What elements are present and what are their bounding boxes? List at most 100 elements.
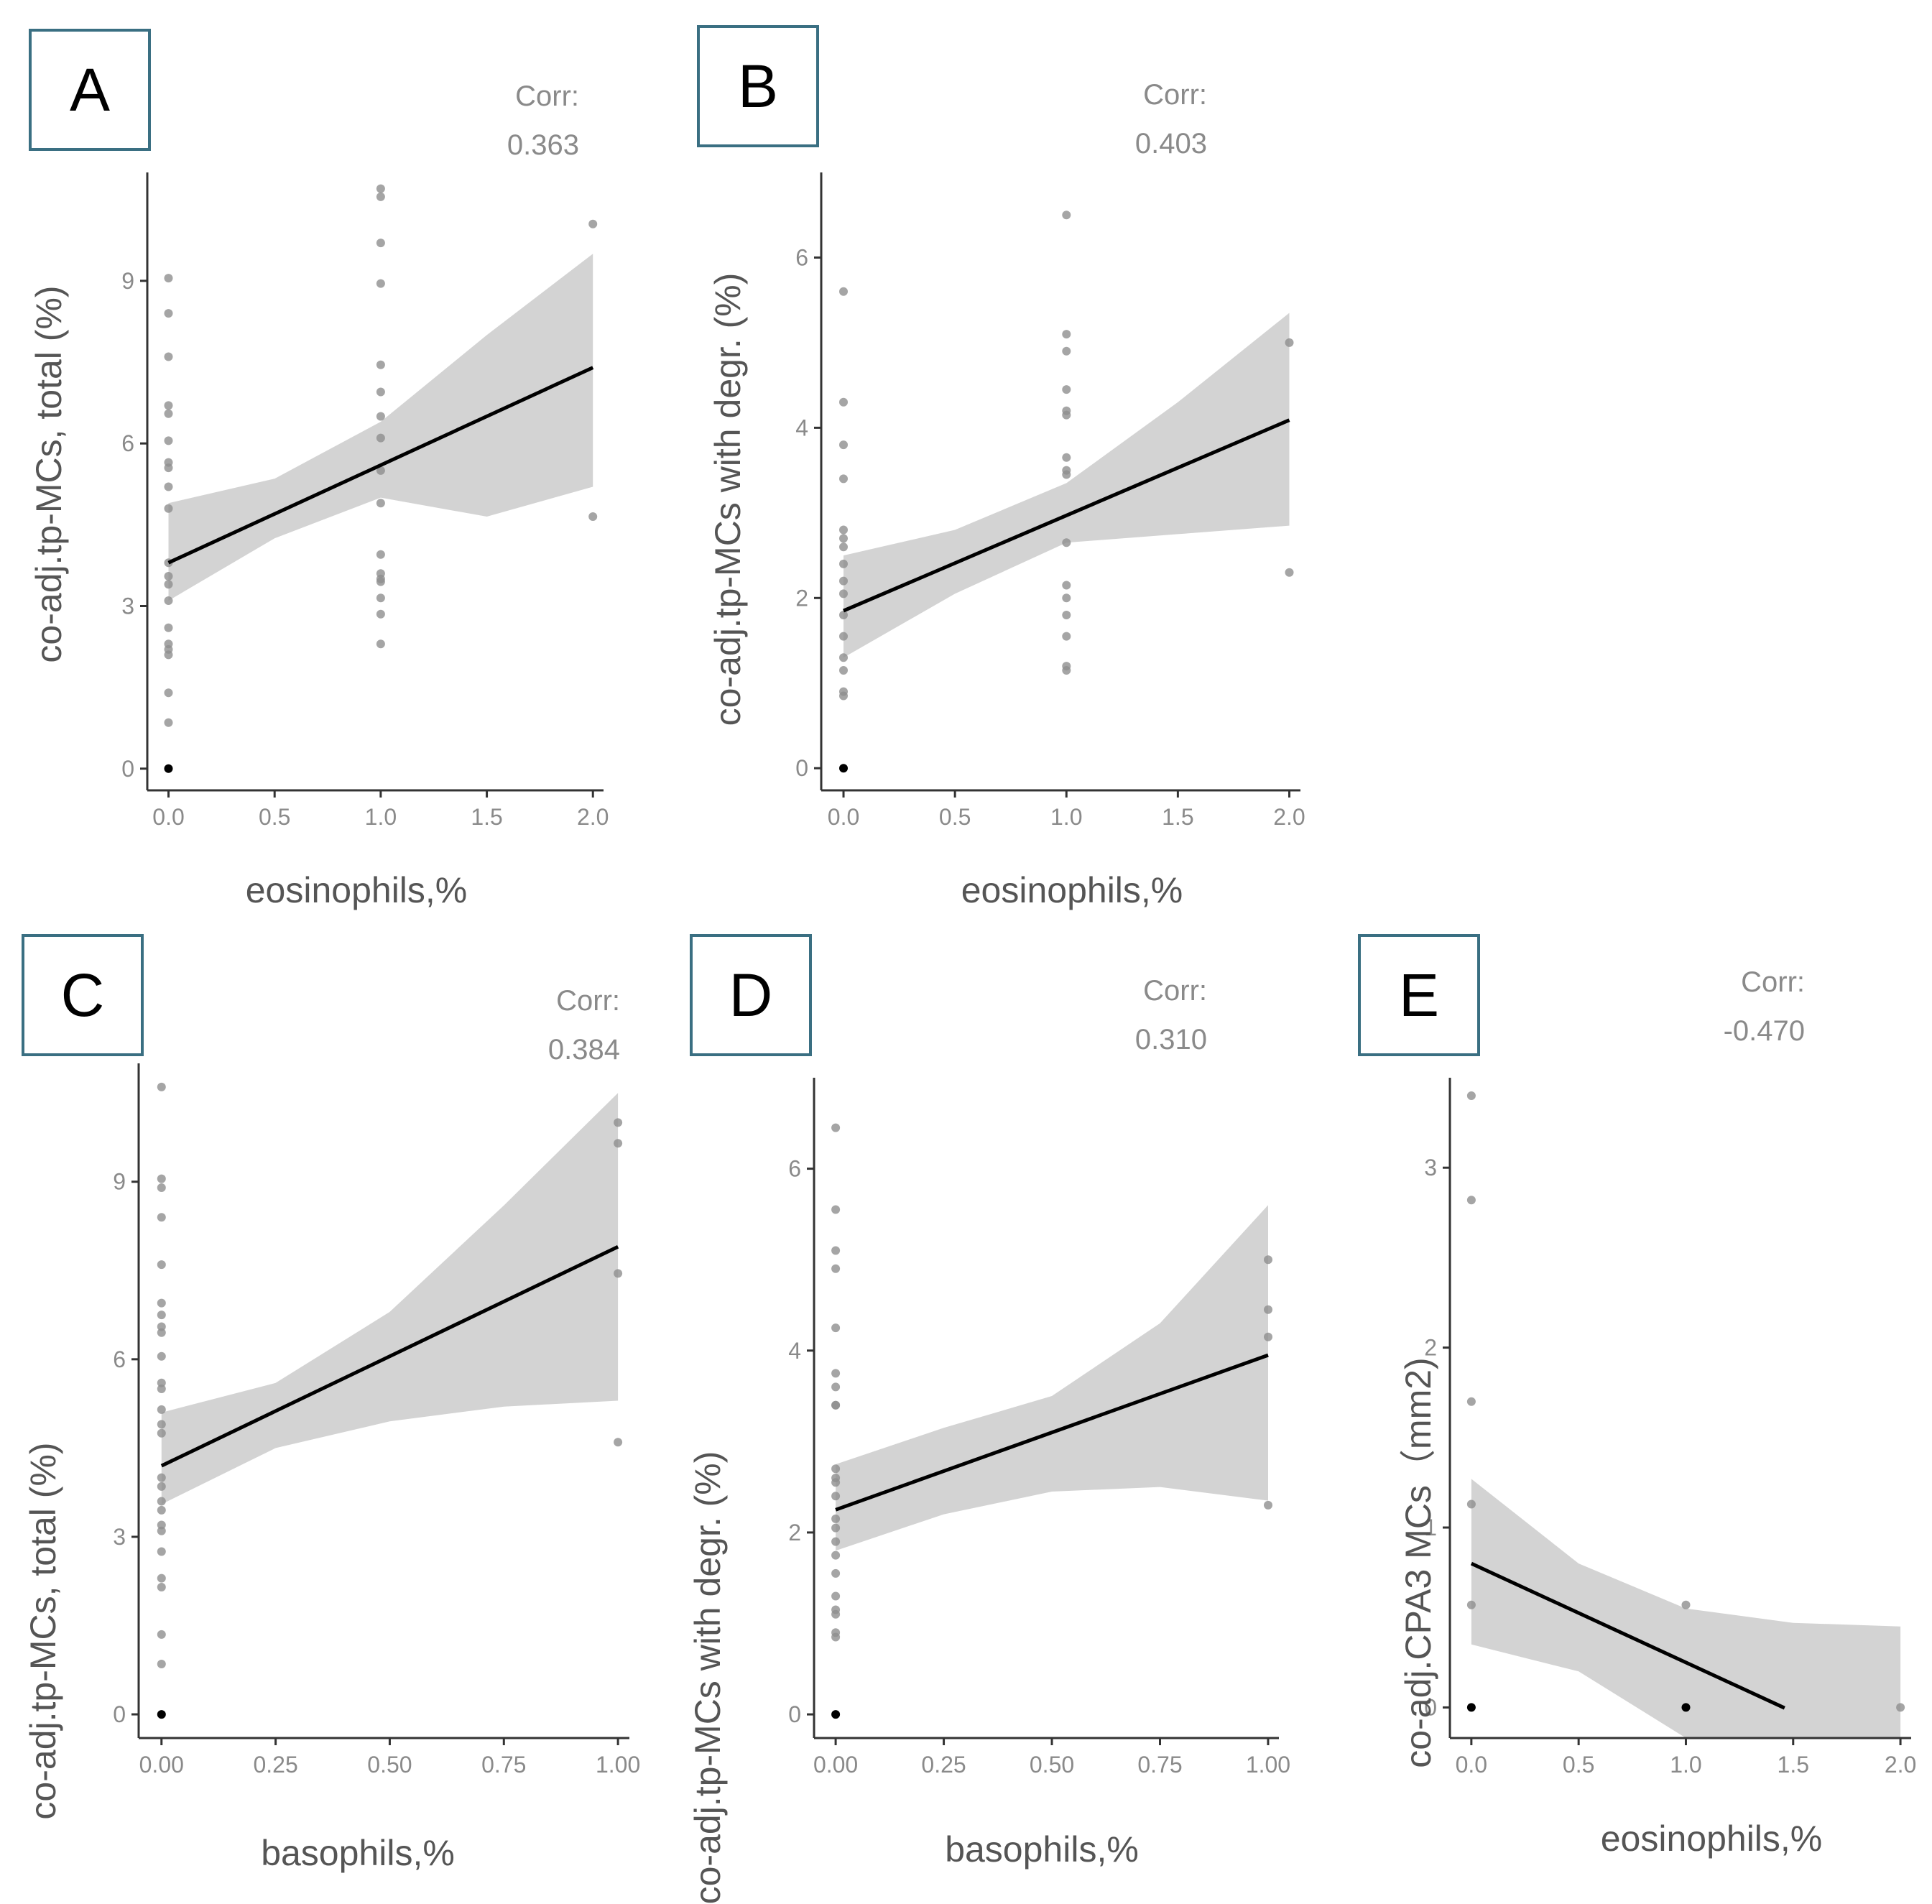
panel-a-x-tick-label: 0.5 bbox=[259, 804, 290, 830]
panel-a-data-point bbox=[376, 184, 385, 193]
panel-e-data-point bbox=[1681, 1703, 1691, 1712]
panel-e-y-tick-label: 1 bbox=[1424, 1515, 1437, 1540]
panel-b-y-axis-label: co-adj.tp-MCs with degr. (%) bbox=[708, 272, 748, 726]
panel-e-data-point bbox=[1466, 1196, 1476, 1205]
panel-d-plot: 0 2 4 6 0.00 0.25 0.50 0.75 1.00 bbox=[788, 1078, 1290, 1778]
panel-e-corr-value: -0.470 bbox=[1723, 1015, 1805, 1047]
panel-b-data-point bbox=[1062, 453, 1071, 462]
panel-d-data-point bbox=[831, 1523, 841, 1533]
panel-e-data-point bbox=[1681, 1600, 1691, 1609]
panel-b-data-point bbox=[839, 691, 848, 701]
panel-c-letter-box: C bbox=[22, 934, 144, 1056]
panel-c-data-point bbox=[157, 1583, 166, 1591]
panel-c-plot: 0 3 6 9 0.00 0.25 0.50 0.75 1.00 bbox=[113, 1063, 640, 1778]
panel-c-data-point bbox=[157, 1710, 166, 1719]
panel-a-data-point bbox=[164, 401, 173, 410]
panel-c-data-point bbox=[157, 1322, 166, 1331]
panel-a-data-point bbox=[164, 580, 173, 589]
panel-b-data-point bbox=[839, 287, 848, 296]
panel-b-data-point bbox=[1062, 581, 1071, 590]
panel-b-x-tick-label: 0.5 bbox=[939, 804, 971, 830]
panel-c-corr-value: 0.384 bbox=[547, 1034, 620, 1066]
panel-d-y-tick-label: 0 bbox=[788, 1701, 801, 1727]
panel-b-data-point bbox=[1285, 338, 1294, 347]
panel-a-data-point bbox=[164, 718, 173, 727]
panel-a-data-point bbox=[376, 499, 385, 508]
panel-a-data-point bbox=[164, 309, 173, 318]
panel-d-regression-line bbox=[835, 1353, 1269, 1512]
panel-a-data-point bbox=[376, 192, 385, 201]
panel-d-data-point bbox=[831, 1514, 841, 1523]
panel-c-corr: Corr: 0.384 bbox=[462, 976, 620, 1074]
panel-a-y-tick-label: 6 bbox=[121, 430, 134, 456]
panel-c-x-axis-label: basophils,% bbox=[261, 1833, 455, 1873]
panel-b-data-point bbox=[1062, 410, 1071, 420]
panel-a-data-point bbox=[164, 409, 173, 418]
panel-a-data-point bbox=[588, 219, 598, 228]
panel-d-x-tick-label: 0.00 bbox=[813, 1752, 858, 1778]
panel-e-data-point bbox=[1466, 1703, 1476, 1712]
panel-c-data-point bbox=[157, 1378, 166, 1387]
panel-b-x-tick-label: 1.0 bbox=[1050, 804, 1082, 830]
panel-e-y-tick-label: 3 bbox=[1424, 1155, 1437, 1180]
panel-b-data-point bbox=[839, 611, 848, 619]
panel-a-data-point bbox=[164, 764, 173, 773]
panel-a-y-axis-label: co-adj.tp-MCs, total (%) bbox=[29, 285, 69, 663]
panel-a-data-point bbox=[164, 482, 173, 491]
panel-d-data-point bbox=[831, 1492, 841, 1501]
panel-c-data-point bbox=[157, 1428, 166, 1438]
panel-b-data-point bbox=[839, 474, 848, 484]
panel-c-data-point bbox=[157, 1420, 166, 1429]
panel-a-x-axis-label: eosinophils,% bbox=[245, 870, 468, 910]
panel-a-regression-line bbox=[167, 366, 594, 565]
panel-b-letter-box: B bbox=[697, 25, 819, 147]
panel-b-x-tick-label: 2.0 bbox=[1273, 804, 1305, 830]
panel-c-data-point bbox=[157, 1497, 166, 1506]
panel-c-x-tick-label: 0.50 bbox=[367, 1752, 412, 1778]
panel-a-data-point bbox=[376, 360, 385, 369]
panel-c-data-point bbox=[157, 1473, 166, 1482]
panel-d-corr: Corr: 0.310 bbox=[1049, 966, 1207, 1064]
panel-d-data-point bbox=[831, 1205, 841, 1214]
panel-b-data-point bbox=[1062, 330, 1071, 339]
panel-d-data-point bbox=[1264, 1332, 1272, 1341]
panel-c-data-point bbox=[157, 1482, 166, 1491]
panel-d-y-axis-label: co-adj.tp-MCs with degr. (%) bbox=[688, 1451, 728, 1904]
panel-d-data-point bbox=[831, 1400, 841, 1410]
panel-e-y-tick-label: 2 bbox=[1424, 1335, 1437, 1361]
panel-c-data-point bbox=[157, 1174, 166, 1183]
panel-a-data-point bbox=[376, 387, 385, 397]
panel-c-data-point bbox=[157, 1328, 166, 1337]
panel-d: 0 2 4 6 0.00 0.25 0.50 0.75 1.00 D Corr: 0.310 c… bbox=[675, 934, 1322, 1904]
panel-b-data-point bbox=[839, 764, 848, 773]
panel-a-data-point bbox=[376, 609, 385, 619]
panel-c-data-point bbox=[157, 1405, 166, 1414]
panel-d-data-point bbox=[1264, 1255, 1272, 1265]
panel-c-x-tick-label: 0.25 bbox=[253, 1752, 297, 1778]
panel-a-y-tick-label: 0 bbox=[121, 756, 134, 782]
panel-c-data-point bbox=[614, 1118, 623, 1127]
panel-a: 0 3 6 9 0.0 0.5 1.0 1.5 2.0 A Corr: 0.363 co-adj… bbox=[0, 0, 647, 934]
panel-c-data-point bbox=[157, 1311, 166, 1320]
panel-b-data-point bbox=[839, 525, 848, 535]
panel-e-data-point bbox=[1466, 1600, 1476, 1609]
panel-c: 0 3 6 9 0.00 0.25 0.50 0.75 1.00 C Corr: 0.384 c… bbox=[0, 934, 647, 1890]
panel-b-data-point bbox=[1062, 538, 1071, 547]
panel-a-data-point bbox=[376, 466, 385, 475]
panel-a-corr: Corr: 0.363 bbox=[421, 72, 579, 170]
panel-d-data-point bbox=[1264, 1305, 1272, 1314]
panel-c-y-tick-label: 6 bbox=[113, 1346, 126, 1372]
panel-b-data-point bbox=[839, 576, 848, 586]
panel-c-data-point bbox=[157, 1547, 166, 1556]
panel-a-data-point bbox=[164, 572, 173, 581]
panel-b-data-point bbox=[1285, 568, 1294, 577]
panel-b-data-point bbox=[839, 542, 848, 552]
panel-d-x-tick-label: 0.75 bbox=[1137, 1752, 1182, 1778]
panel-d-y-tick-label: 6 bbox=[788, 1156, 801, 1182]
panel-a-confidence-band bbox=[168, 254, 593, 601]
panel-d-data-point bbox=[831, 1710, 841, 1719]
panel-a-data-point bbox=[164, 596, 173, 605]
panel-c-data-point bbox=[157, 1660, 166, 1668]
panel-e-confidence-band bbox=[1471, 1479, 1901, 1738]
panel-b-data-point bbox=[1062, 632, 1071, 641]
